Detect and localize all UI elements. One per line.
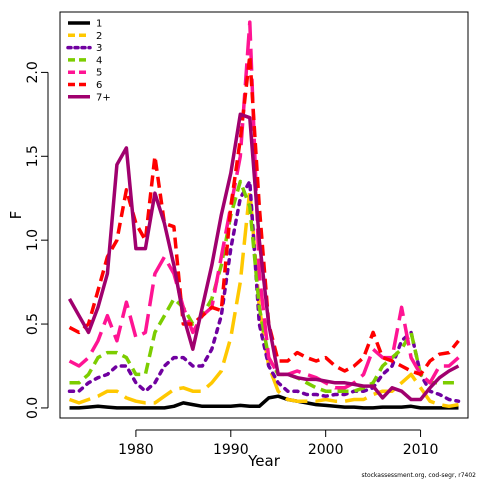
- plot-frame: [59, 11, 469, 419]
- y-tick-label: 0.5: [25, 313, 41, 335]
- y-tick-label: 2.0: [25, 61, 41, 83]
- x-tick-label: 2010: [403, 442, 439, 458]
- legend-label-3: 3: [96, 43, 102, 54]
- series-line-5: [68, 20, 460, 390]
- credit-text: stockassessment.org, cod-segr, r7402: [361, 472, 476, 479]
- legend-label-6: 6: [96, 80, 102, 91]
- x-tick-label: 1990: [213, 442, 249, 458]
- series-line-2: [68, 188, 459, 409]
- legend-label-7: 7+: [96, 92, 111, 103]
- y-axis-label: F: [7, 211, 25, 220]
- y-axis: 0.0 0.5 1.0 1.5 2.0: [25, 61, 49, 419]
- legend-label-4: 4: [96, 55, 102, 66]
- legend-label-5: 5: [96, 68, 102, 79]
- series-line-7: [67, 112, 460, 402]
- y-tick-label: 0.0: [25, 397, 41, 419]
- series-line-4: [69, 179, 459, 393]
- y-tick-label: 1.5: [25, 145, 41, 167]
- series-line-1: [69, 394, 459, 410]
- x-tick-label: 1980: [118, 442, 154, 458]
- legend-label-1: 1: [96, 19, 102, 30]
- y-tick-label: 1.0: [25, 229, 41, 251]
- x-axis-label: Year: [247, 452, 281, 470]
- x-axis: 1980 1990 2000 2010: [118, 429, 439, 458]
- x-tick-label: 2000: [308, 442, 344, 458]
- legend-label-2: 2: [96, 31, 102, 42]
- series-line-3: [67, 179, 461, 403]
- series-lines-layer: [67, 20, 461, 410]
